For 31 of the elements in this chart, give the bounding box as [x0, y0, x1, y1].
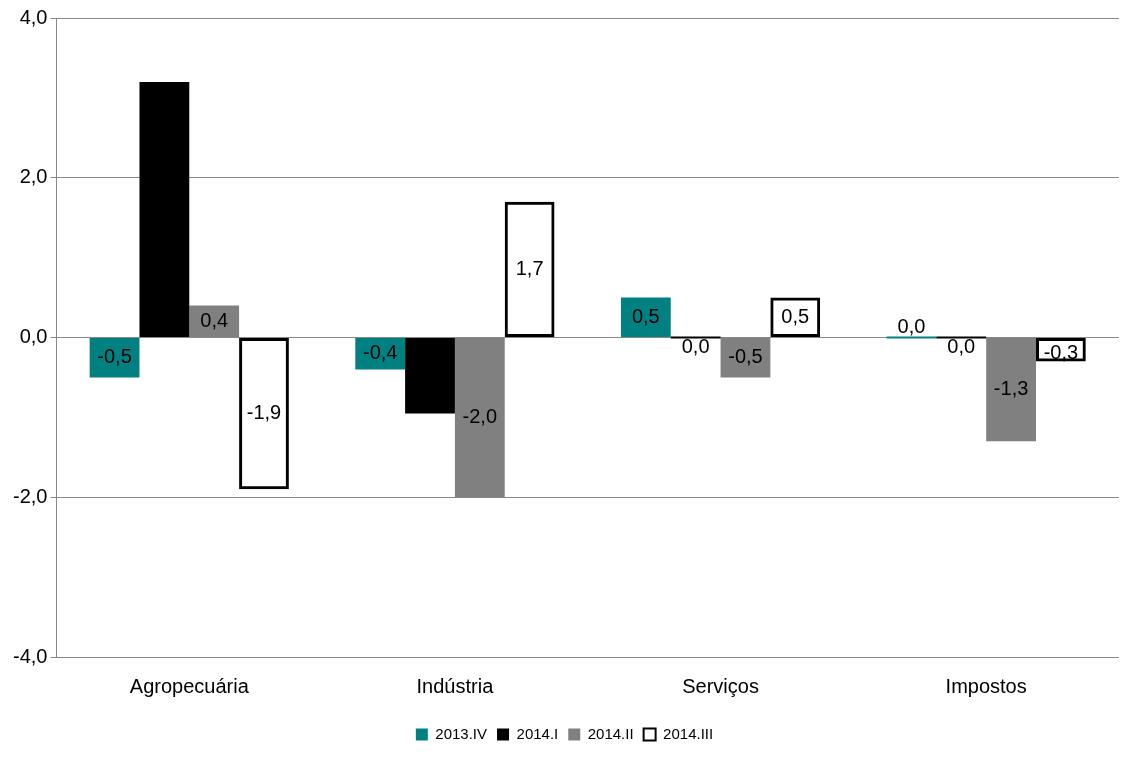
data-label: -2,0 [462, 404, 498, 427]
x-tick-label: Indústria [416, 674, 495, 697]
y-tick-label: 2,0 [19, 165, 48, 188]
x-tick-label: Impostos [945, 674, 1027, 697]
data-label: -0,5 [728, 344, 763, 367]
bar [139, 81, 190, 337]
legend-label: 2014.III [663, 724, 714, 742]
data-label: 0,5 [631, 305, 660, 328]
data-label: 0,0 [897, 315, 926, 338]
legend-label: 2014.I [516, 724, 559, 742]
y-tick-label: 4,0 [19, 5, 48, 28]
data-label: 0,0 [681, 335, 710, 358]
legend-label: 2014.II [587, 724, 634, 742]
data-label: -0,5 [97, 344, 132, 367]
data-label: -0,3 [1043, 341, 1079, 364]
bar [886, 336, 937, 339]
y-tick-label: -4,0 [12, 644, 48, 667]
data-label: -1,3 [993, 376, 1029, 399]
data-label: 1,7 [515, 257, 544, 280]
y-tick-label: -2,0 [12, 484, 48, 507]
data-label: 0,0 [947, 335, 976, 358]
data-label: -1,9 [246, 400, 282, 423]
bar [405, 338, 455, 414]
data-label: 0,4 [200, 309, 229, 332]
legend-label: 2013.IV [435, 724, 488, 742]
bar [986, 338, 1036, 442]
data-label: -0,4 [362, 340, 398, 363]
x-tick-label: Agropecuária [129, 674, 250, 697]
x-tick-label: Serviços [682, 674, 759, 697]
y-tick-label: 0,0 [19, 325, 48, 348]
data-label: 0,5 [781, 305, 810, 328]
